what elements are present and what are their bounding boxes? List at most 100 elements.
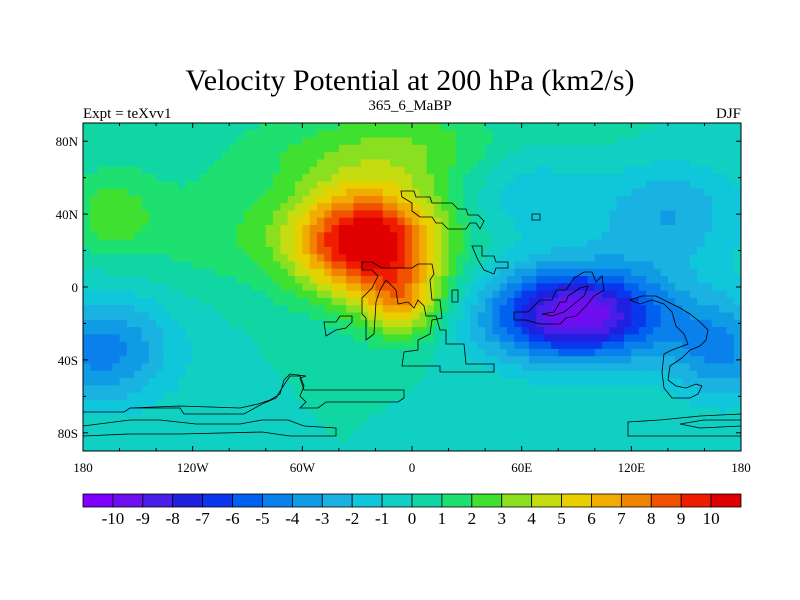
field-cell: [697, 297, 706, 306]
field-cell: [602, 276, 610, 284]
field-cell: [324, 290, 333, 299]
field-cell: [448, 399, 457, 408]
field-cell: [455, 159, 464, 168]
field-cell: [221, 436, 230, 445]
field-cell: [126, 399, 135, 408]
field-cell: [178, 144, 186, 153]
field-cell: [207, 174, 216, 182]
field-cell: [616, 276, 625, 284]
field-cell: [550, 436, 559, 445]
field-cell: [433, 137, 442, 146]
field-cell: [353, 297, 362, 306]
field-cell: [134, 174, 143, 182]
field-cell: [609, 385, 618, 394]
field-cell: [616, 399, 625, 408]
field-cell: [156, 268, 165, 277]
field-cell: [667, 130, 676, 139]
field-cell: [558, 407, 567, 416]
field-cell: [499, 159, 508, 168]
field-cell: [638, 334, 647, 343]
field-cell: [243, 246, 252, 255]
field-cell: [675, 392, 684, 401]
field-cell: [653, 225, 662, 233]
field-cell: [112, 159, 121, 168]
field-cell: [477, 385, 486, 394]
field-cell: [441, 392, 450, 401]
field-cell: [192, 188, 201, 197]
field-cell: [609, 297, 618, 306]
field-cell: [602, 392, 610, 401]
field-cell: [667, 137, 676, 146]
field-cell: [90, 210, 99, 219]
field-cell: [382, 232, 391, 241]
field-cell: [697, 268, 706, 277]
field-cell: [602, 181, 610, 190]
field-cell: [441, 312, 450, 321]
field-cell: [141, 436, 150, 445]
field-cell: [550, 399, 559, 408]
field-cell: [697, 195, 706, 204]
field-cell: [653, 152, 662, 161]
field-cell: [397, 334, 406, 343]
field-cell: [572, 152, 581, 161]
field-cell: [565, 297, 574, 306]
field-cell: [682, 174, 691, 182]
field-cell: [616, 239, 625, 248]
field-cell: [572, 195, 581, 204]
field-cell: [514, 356, 523, 365]
field-cell: [624, 436, 632, 445]
field-cell: [134, 217, 143, 226]
field-cell: [689, 334, 698, 343]
field-cell: [631, 123, 640, 131]
field-cell: [273, 144, 281, 153]
field-cell: [455, 392, 464, 401]
field-cell: [426, 436, 435, 445]
field-cell: [265, 305, 274, 314]
field-cell: [243, 123, 252, 131]
field-cell: [616, 130, 625, 139]
field-cell: [148, 348, 157, 357]
field-cell: [353, 144, 362, 153]
field-cell: [675, 348, 684, 357]
field-cell: [719, 203, 727, 212]
field-cell: [441, 305, 450, 314]
field-cell: [97, 195, 106, 204]
field-cell: [455, 297, 464, 306]
field-cell: [368, 217, 377, 226]
field-cell: [697, 203, 706, 212]
field-cell: [711, 239, 720, 248]
field-cell: [412, 137, 420, 146]
field-cell: [236, 283, 245, 292]
field-cell: [397, 283, 406, 292]
field-cell: [455, 348, 464, 357]
field-cell: [463, 334, 472, 343]
field-cell: [178, 217, 186, 226]
field-cell: [302, 137, 311, 146]
field-cell: [170, 268, 179, 277]
field-cell: [273, 130, 281, 139]
field-cell: [558, 130, 567, 139]
field-cell: [528, 137, 537, 146]
field-cell: [134, 429, 143, 438]
field-cell: [477, 283, 486, 292]
field-cell: [243, 363, 252, 372]
field-cell: [419, 363, 428, 372]
field-cell: [324, 341, 333, 350]
field-cell: [638, 399, 647, 408]
field-cell: [141, 144, 150, 153]
field-cell: [689, 137, 698, 146]
field-cell: [148, 276, 157, 284]
field-cell: [126, 246, 135, 255]
field-cell: [565, 385, 574, 394]
field-cell: [302, 297, 311, 306]
field-cell: [616, 152, 625, 161]
field-cell: [565, 261, 574, 270]
field-cell: [156, 188, 165, 197]
field-cell: [426, 239, 435, 248]
field-cell: [295, 297, 303, 306]
field-cell: [704, 399, 713, 408]
field-cell: [178, 319, 186, 328]
field-cell: [675, 188, 684, 197]
field-cell: [485, 217, 494, 226]
